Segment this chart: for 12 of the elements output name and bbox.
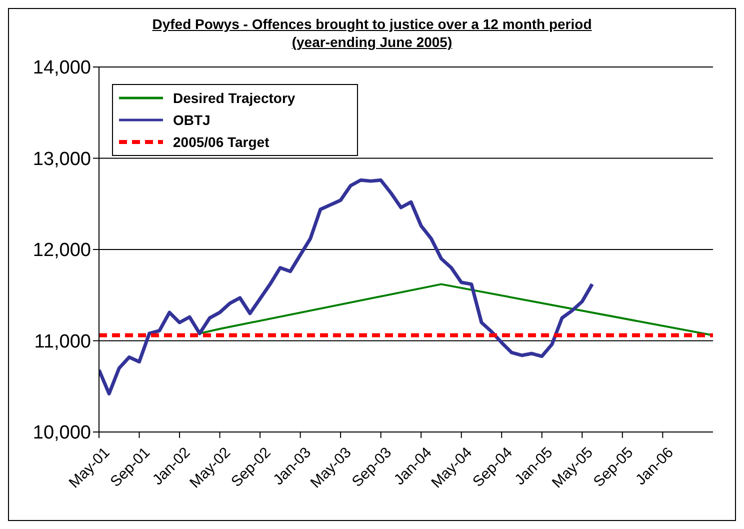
y-tick-label: 14,000 xyxy=(32,58,91,79)
y-tick-label: 13,000 xyxy=(32,148,91,170)
legend-label: 2005/06 Target xyxy=(173,133,270,152)
y-tick-label: 12,000 xyxy=(32,240,91,262)
y-tick-label: 11,000 xyxy=(34,331,91,352)
y-tick-label: 10,000 xyxy=(32,422,91,444)
line-series xyxy=(99,178,594,396)
legend-label: Desired Trajectory xyxy=(173,89,296,108)
line-series xyxy=(198,283,713,336)
chart-title: Dyfed Powys - Offences brought to justice over a 12 month period xyxy=(151,15,593,33)
legend-label: OBTJ xyxy=(173,111,210,130)
chart-subtitle: (year-ending June 2005) xyxy=(290,33,454,51)
